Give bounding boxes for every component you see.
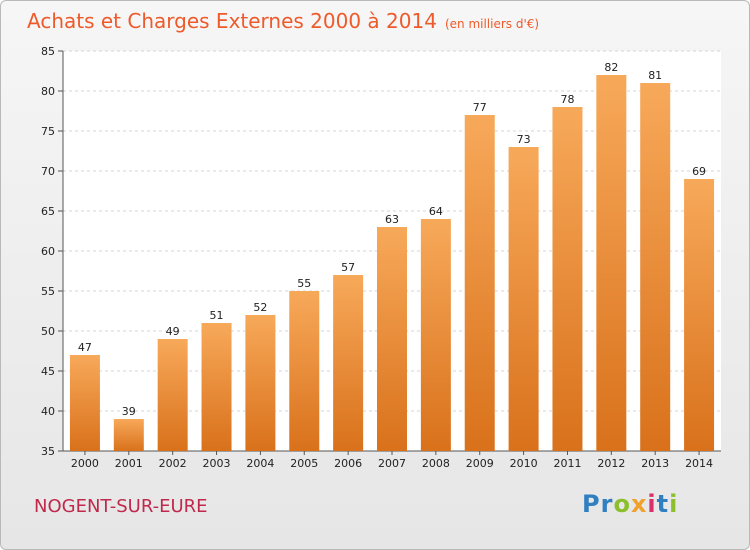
bar-value-label: 78 bbox=[560, 93, 574, 106]
bar bbox=[289, 291, 320, 451]
bar-value-label: 77 bbox=[473, 101, 487, 114]
bar-value-label: 52 bbox=[253, 301, 267, 314]
bar-value-label: 39 bbox=[122, 405, 136, 418]
bar-value-label: 49 bbox=[166, 325, 180, 338]
city-name: NOGENT-SUR-EURE bbox=[34, 496, 208, 517]
y-tick-label: 65 bbox=[41, 205, 55, 218]
bar-value-label: 57 bbox=[341, 261, 355, 274]
y-tick-label: 70 bbox=[41, 165, 55, 178]
x-tick-label: 2006 bbox=[334, 457, 362, 470]
x-tick-label: 2011 bbox=[553, 457, 581, 470]
bar bbox=[684, 179, 715, 451]
y-tick-label: 50 bbox=[41, 325, 55, 338]
x-tick-label: 2002 bbox=[159, 457, 187, 470]
chart-title: Achats et Charges Externes 2000 à 2014 (e… bbox=[27, 9, 539, 33]
y-tick-label: 55 bbox=[41, 285, 55, 298]
bar bbox=[113, 419, 144, 451]
y-tick-label: 85 bbox=[41, 45, 55, 58]
logo-letter: P bbox=[582, 490, 601, 518]
logo-letter: i bbox=[669, 490, 679, 518]
proxiti-logo: Proxiti bbox=[582, 490, 678, 518]
bar bbox=[245, 315, 276, 451]
bar bbox=[640, 83, 671, 451]
x-tick-label: 2004 bbox=[246, 457, 274, 470]
bar bbox=[420, 219, 451, 451]
bar-value-label: 81 bbox=[648, 69, 662, 82]
logo-letter: t bbox=[656, 490, 670, 518]
bar-value-label: 73 bbox=[517, 133, 531, 146]
y-tick-label: 40 bbox=[41, 405, 55, 418]
x-tick-label: 2008 bbox=[422, 457, 450, 470]
bar bbox=[377, 227, 407, 451]
bar-value-label: 51 bbox=[210, 309, 224, 322]
bar bbox=[464, 115, 495, 451]
y-tick-label: 75 bbox=[41, 125, 55, 138]
x-tick-label: 2000 bbox=[71, 457, 99, 470]
bar bbox=[333, 275, 364, 451]
bar bbox=[508, 147, 539, 451]
y-tick-label: 35 bbox=[41, 445, 55, 458]
bar bbox=[596, 75, 627, 451]
x-tick-label: 2014 bbox=[685, 457, 713, 470]
x-tick-label: 2007 bbox=[378, 457, 406, 470]
chart-unit: (en milliers d'€) bbox=[444, 17, 540, 31]
x-tick-label: 2005 bbox=[290, 457, 318, 470]
x-tick-label: 2010 bbox=[510, 457, 538, 470]
bar-value-label: 69 bbox=[692, 165, 706, 178]
bar-value-label: 55 bbox=[297, 277, 311, 290]
bar bbox=[201, 323, 232, 451]
bar-value-label: 47 bbox=[78, 341, 92, 354]
y-tick-label: 80 bbox=[41, 85, 55, 98]
y-tick-label: 45 bbox=[41, 365, 55, 378]
logo-letter: o bbox=[613, 490, 631, 518]
x-tick-label: 2003 bbox=[203, 457, 231, 470]
bar-value-label: 64 bbox=[429, 205, 443, 218]
bar bbox=[157, 339, 188, 451]
logo-letter: i bbox=[647, 490, 657, 518]
x-tick-label: 2009 bbox=[466, 457, 494, 470]
logo-letter: r bbox=[600, 490, 614, 518]
bar-value-label: 63 bbox=[385, 213, 399, 226]
bar bbox=[69, 355, 100, 451]
logo-letter: x bbox=[630, 490, 648, 518]
chart-title-text: Achats et Charges Externes 2000 à 2014 bbox=[27, 9, 437, 33]
x-tick-label: 2001 bbox=[115, 457, 143, 470]
bar-value-label: 82 bbox=[604, 61, 618, 74]
y-tick-label: 60 bbox=[41, 245, 55, 258]
x-tick-label: 2013 bbox=[641, 457, 669, 470]
x-tick-label: 2012 bbox=[597, 457, 625, 470]
bar bbox=[552, 107, 583, 451]
